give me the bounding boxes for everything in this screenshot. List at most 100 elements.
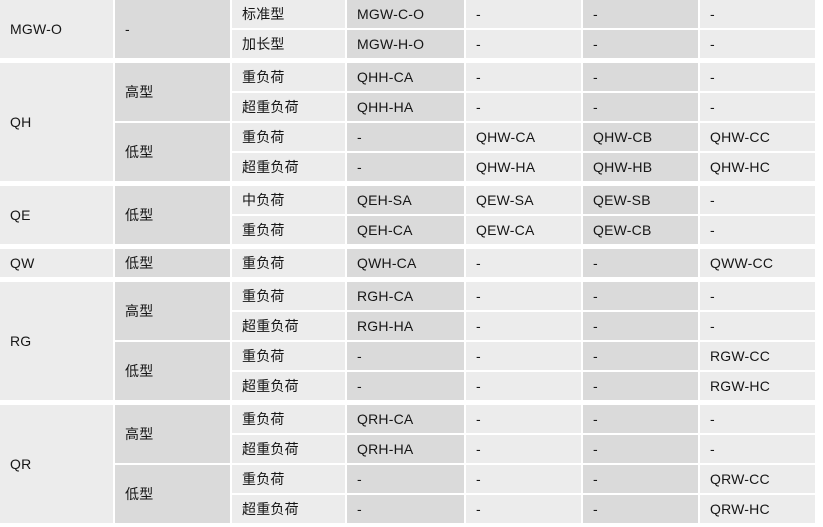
load-cell: 超重负荷 — [232, 495, 345, 523]
model-cell: QRH-HA — [347, 435, 464, 463]
type-cell: - — [115, 0, 230, 58]
model-cell: - — [700, 405, 815, 433]
model-cell: - — [583, 63, 698, 91]
model-cell: - — [700, 186, 815, 214]
type-cell: 低型 — [115, 123, 230, 181]
type-cell: 低型 — [115, 186, 230, 244]
group-separator — [0, 246, 815, 247]
model-cell: QHW-CC — [700, 123, 815, 151]
model-cell: MGW-C-O — [347, 0, 464, 28]
load-cell: 超重负荷 — [232, 372, 345, 400]
model-cell: - — [347, 372, 464, 400]
table-row: 超重负荷 - - - RGW-HC — [0, 372, 815, 400]
model-cell: QEH-SA — [347, 186, 464, 214]
table-row: 重负荷 QEH-CA QEW-CA QEW-CB - — [0, 216, 815, 244]
model-cell: - — [583, 30, 698, 58]
load-cell: 标准型 — [232, 0, 345, 28]
table-row: 低型 重负荷 - - - RGW-CC — [0, 342, 815, 400]
model-cell: RGH-CA — [347, 282, 464, 310]
series-cell: QR — [0, 405, 113, 523]
model-cell: QHH-HA — [347, 93, 464, 121]
model-cell: - — [583, 372, 698, 400]
model-cell: QHW-HA — [466, 153, 581, 181]
model-cell: - — [466, 405, 581, 433]
series-cell: QW — [0, 249, 113, 277]
table-row: 超重负荷 RGH-HA - - - — [0, 312, 815, 340]
type-cell: 低型 — [115, 465, 230, 523]
model-cell: - — [347, 465, 464, 493]
load-cell: 重负荷 — [232, 216, 345, 244]
table-row: 超重负荷 QHH-HA - - - — [0, 93, 815, 121]
load-cell: 重负荷 — [232, 405, 345, 433]
model-cell: - — [583, 0, 698, 28]
load-cell: 重负荷 — [232, 63, 345, 91]
model-cell: - — [466, 249, 581, 277]
model-cell: RGW-CC — [700, 342, 815, 370]
table-row: RG 高型 重负荷 RGH-CA - - - — [0, 282, 815, 400]
model-cell: QRW-CC — [700, 465, 815, 493]
type-cell: 高型 — [115, 405, 230, 463]
table-row: QH 高型 重负荷 QHH-CA - - - — [0, 63, 815, 181]
load-cell: 超重负荷 — [232, 153, 345, 181]
model-cell: - — [583, 249, 698, 277]
model-cell: - — [466, 30, 581, 58]
model-cell: - — [700, 312, 815, 340]
model-cell: - — [347, 123, 464, 151]
model-cell: QRH-CA — [347, 405, 464, 433]
group-separator — [0, 183, 815, 184]
model-cell: QEH-CA — [347, 216, 464, 244]
model-cell: - — [466, 372, 581, 400]
load-cell: 重负荷 — [232, 123, 345, 151]
table-row: 低型 重负荷 - - - QRW-CC — [0, 465, 815, 523]
model-cell: RGW-HC — [700, 372, 815, 400]
group-separator — [0, 279, 815, 280]
model-cell: QHW-HB — [583, 153, 698, 181]
type-cell: 低型 — [115, 342, 230, 400]
load-cell: 超重负荷 — [232, 435, 345, 463]
model-cell: QEW-CB — [583, 216, 698, 244]
model-cell: - — [466, 282, 581, 310]
table-row: 低型 重负荷 - QHW-CA QHW-CB QHW-CC — [0, 123, 815, 181]
model-cell: - — [700, 435, 815, 463]
model-cell: - — [583, 435, 698, 463]
model-cell: QWW-CC — [700, 249, 815, 277]
load-cell: 加长型 — [232, 30, 345, 58]
series-cell: MGW-O — [0, 0, 113, 58]
model-cell: - — [583, 282, 698, 310]
model-cell: - — [583, 342, 698, 370]
model-cell: - — [466, 435, 581, 463]
model-cell: - — [700, 93, 815, 121]
model-cell: - — [347, 342, 464, 370]
type-cell: 高型 — [115, 282, 230, 340]
model-cell: QWH-CA — [347, 249, 464, 277]
table-row: 超重负荷 QRH-HA - - - — [0, 435, 815, 463]
model-cell: - — [466, 465, 581, 493]
model-cell: - — [700, 0, 815, 28]
model-cell: QEW-CA — [466, 216, 581, 244]
model-cell: - — [583, 312, 698, 340]
model-cell: QRW-HC — [700, 495, 815, 523]
model-cell: - — [700, 63, 815, 91]
model-cell: QHW-CA — [466, 123, 581, 151]
model-cell: - — [466, 0, 581, 28]
series-cell: QH — [0, 63, 113, 181]
load-cell: 重负荷 — [232, 465, 345, 493]
model-cell: - — [466, 93, 581, 121]
model-cell: QHW-HC — [700, 153, 815, 181]
model-cell: - — [583, 93, 698, 121]
model-cell: - — [347, 153, 464, 181]
model-cell: - — [466, 342, 581, 370]
series-cell: RG — [0, 282, 113, 400]
model-cell: - — [347, 495, 464, 523]
type-cell: 高型 — [115, 63, 230, 121]
table-row: MGW-O - 标准型 MGW-C-O - - - — [0, 0, 815, 58]
model-cell: RGH-HA — [347, 312, 464, 340]
table-row: QE 低型 中负荷 QEH-SA QEW-SA QEW-SB - — [0, 186, 815, 244]
table-row: 超重负荷 - - - QRW-HC — [0, 495, 815, 523]
table-row: QW 低型 重负荷 QWH-CA - - QWW-CC — [0, 249, 815, 277]
model-cell: QHH-CA — [347, 63, 464, 91]
model-cell: - — [466, 63, 581, 91]
load-cell: 重负荷 — [232, 282, 345, 310]
